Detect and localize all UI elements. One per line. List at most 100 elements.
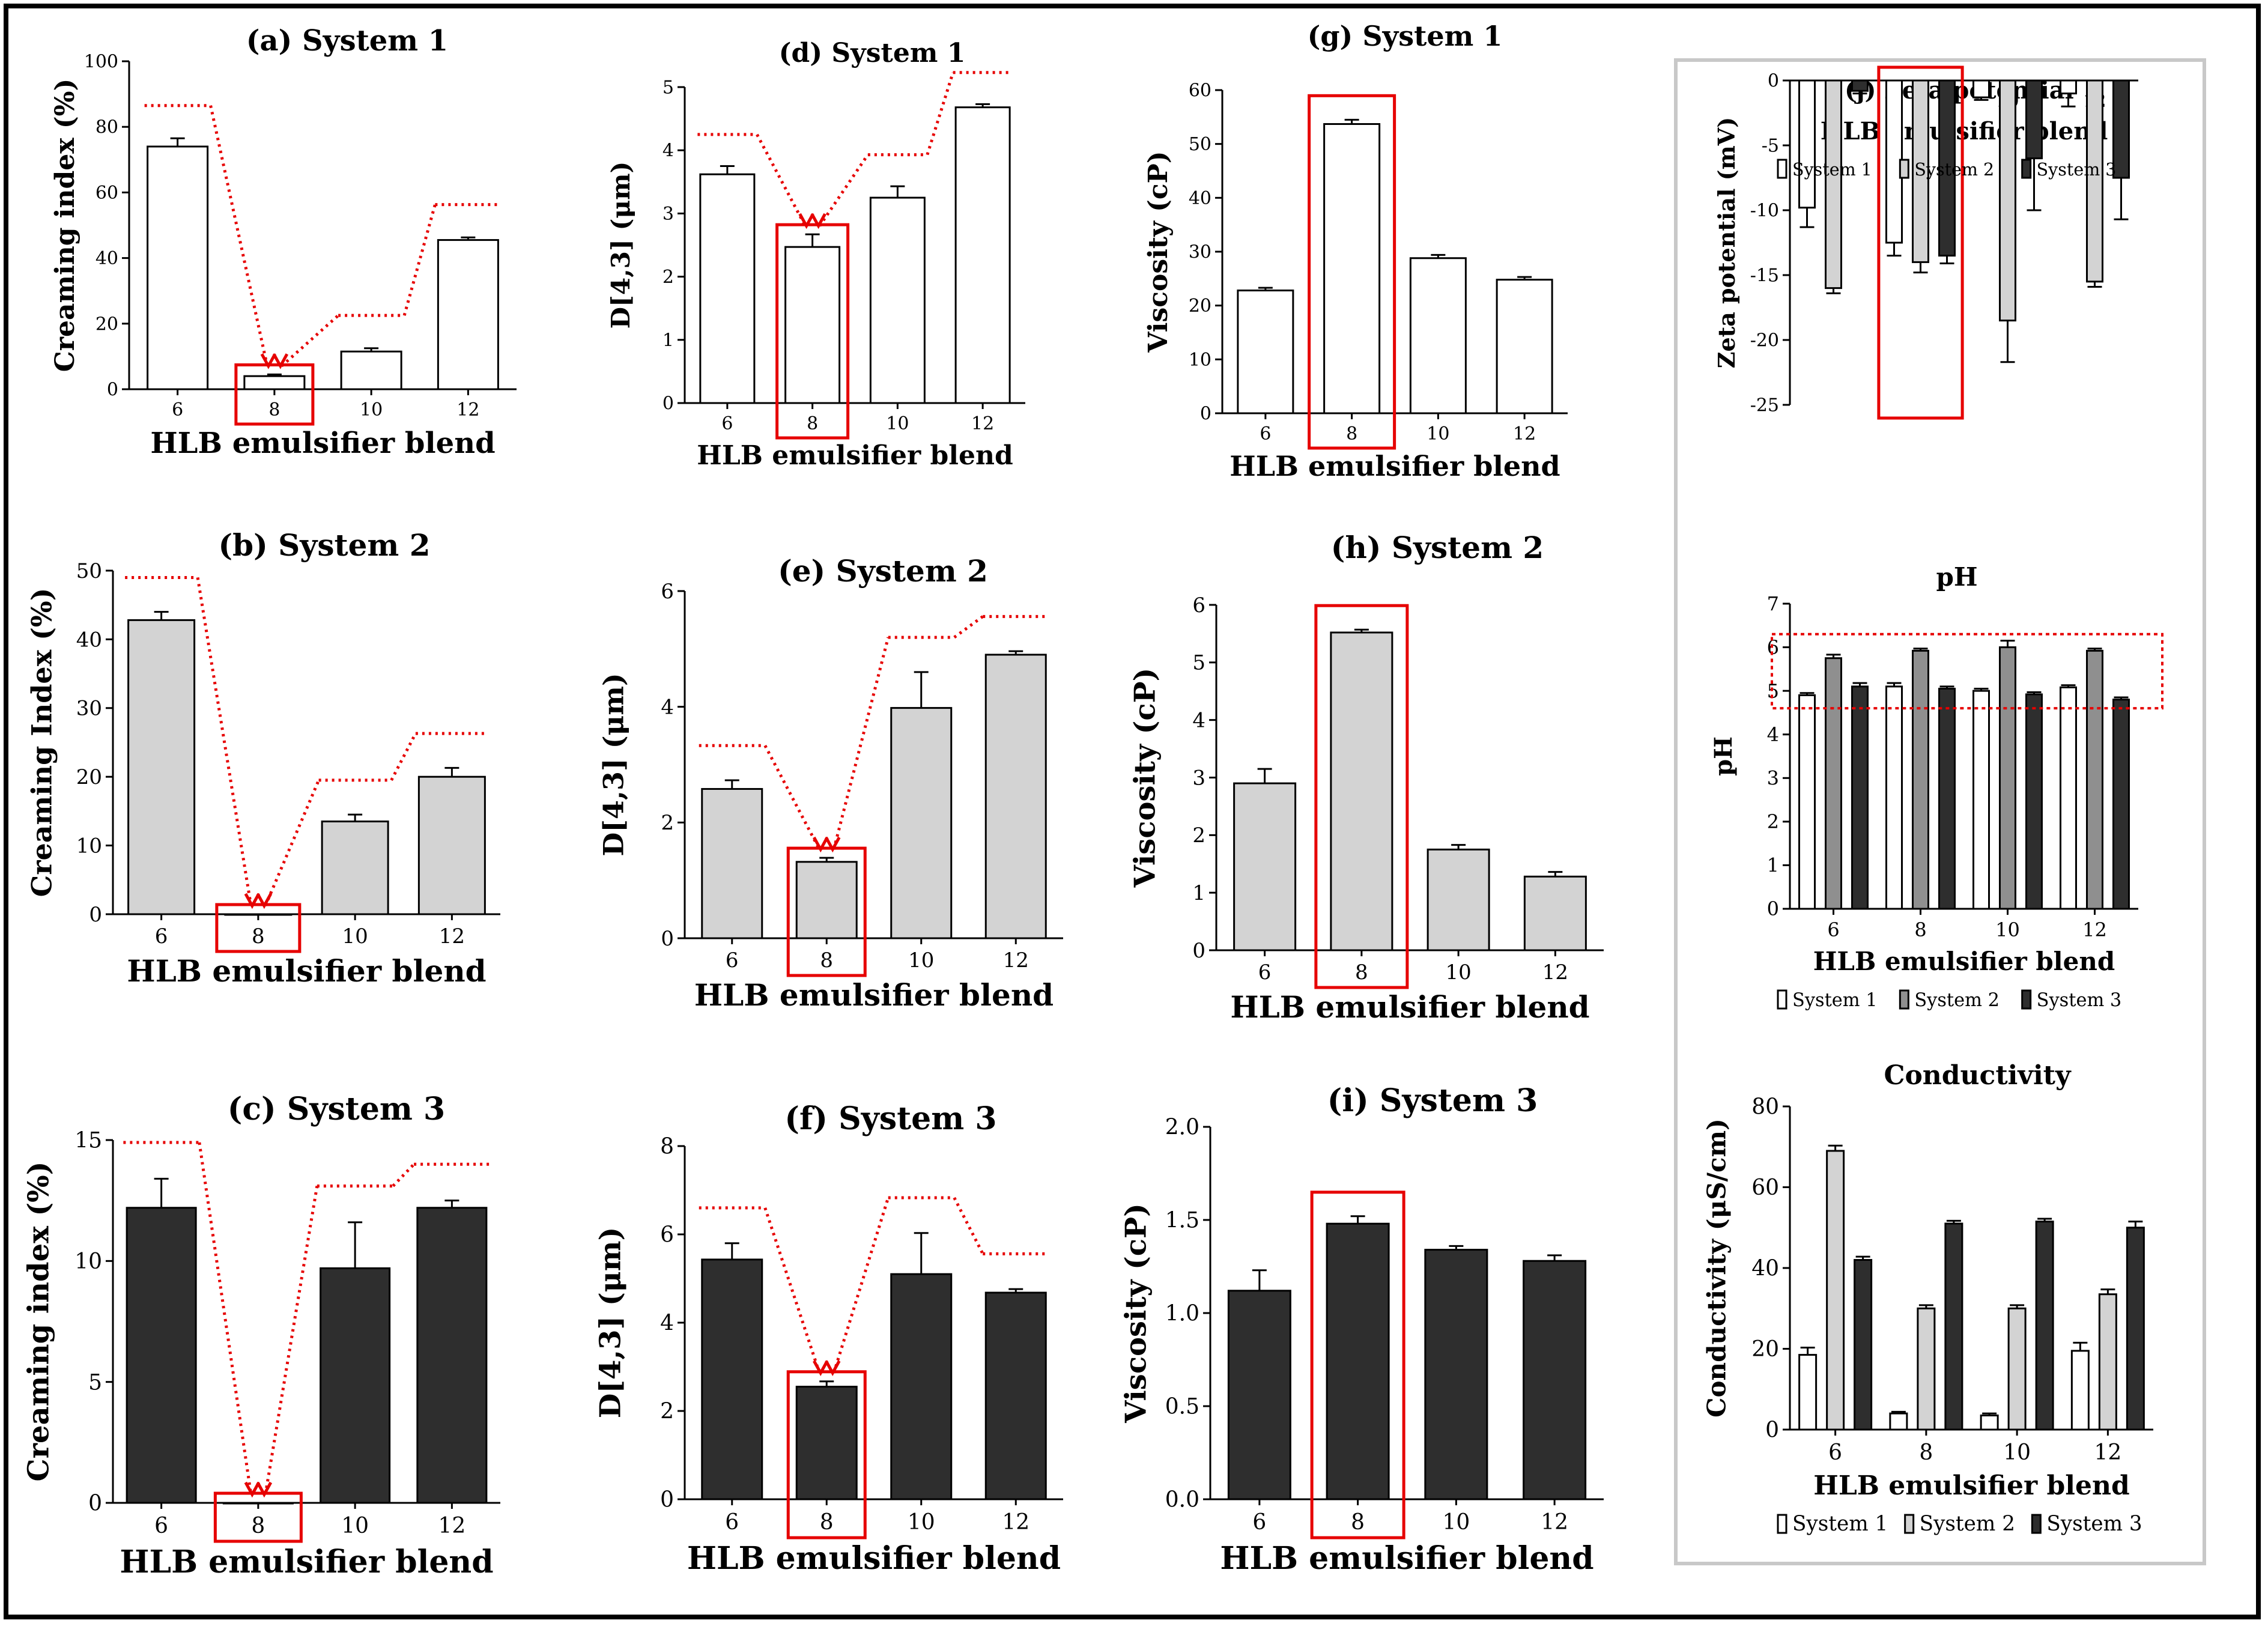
y-tick-label: 2: [663, 267, 674, 288]
trend-line: [953, 615, 984, 639]
trend-arrow: [763, 745, 821, 851]
bar-6-s1: [126, 1207, 197, 1504]
x-tick-label: 8: [251, 1514, 265, 1538]
legend-label: System 3: [2037, 160, 2117, 180]
bar-6-s3: [1854, 1259, 1873, 1431]
bar-10-s2: [1999, 646, 2016, 910]
y-tick-label: 15: [74, 1129, 102, 1153]
x-axis-label: HLB emulsifier blend: [687, 1540, 1061, 1577]
y-tick-label: 8: [660, 1135, 674, 1159]
trend-arrow: [280, 314, 339, 368]
bar-8-s1: [243, 375, 306, 390]
trend-arrowhead: [272, 353, 289, 369]
y-tick-label: -10: [1750, 201, 1779, 222]
x-tick-label: 8: [1914, 918, 1926, 941]
y-tick-label: 3: [1192, 766, 1205, 790]
trend-arrowhead: [244, 1481, 261, 1498]
bar-12-s1: [2060, 79, 2077, 95]
bar-8-s1: [1323, 123, 1381, 414]
chart-title: (c) System 3: [228, 1091, 445, 1127]
x-tick-label: 10: [1427, 423, 1449, 444]
highlight-box: [215, 903, 302, 953]
x-axis-label: HLB emulsifier blend: [127, 953, 486, 989]
chart-b: (b) System 2 0 10 20 30 40 50 6 8 10 12 HLB emulsif…: [26, 527, 500, 989]
highlight-box: [1308, 94, 1396, 450]
chart-title: (g) System 1: [1308, 20, 1503, 52]
x-tick-label: 8: [268, 399, 280, 420]
y-tick-label: 0: [1767, 897, 1779, 920]
x-tick-label: 8: [820, 948, 833, 972]
x-axis-label: HLB emulsifier blend: [697, 440, 1013, 471]
legend-label: System 2: [1920, 1512, 2015, 1536]
y-tick-label: 60: [1751, 1176, 1779, 1200]
bar-12-s1: [416, 1207, 488, 1504]
y-tick-label: 4: [1192, 709, 1205, 733]
x-tick-label: 6: [1827, 918, 1839, 941]
trend-arrowhead: [244, 893, 261, 909]
y-tick-label: 20: [1751, 1337, 1779, 1362]
highlight-box: [786, 846, 867, 977]
legend-swatch: [1904, 1514, 1915, 1534]
y-tick-label: 20: [76, 765, 102, 789]
x-tick-label: 12: [971, 413, 994, 434]
y-tick-label: 0: [107, 380, 118, 401]
y-tick-label: 10: [74, 1249, 102, 1274]
bar-10-s1: [1409, 257, 1467, 414]
y-tick-label: 0: [661, 927, 674, 951]
y-tick-label: -15: [1750, 265, 1779, 287]
y-tick-label: 1: [1767, 854, 1779, 877]
y-tick-label: 0: [1192, 939, 1205, 963]
bar-12-s2: [2098, 1293, 2117, 1431]
x-tick-label: 6: [1828, 1440, 1842, 1465]
x-tick-label: 12: [1002, 1510, 1029, 1535]
y-tick-label: 4: [661, 696, 674, 720]
y-tick-label: 20: [1189, 296, 1211, 317]
y-tick-label: 6: [661, 580, 674, 604]
x-tick-label: 8: [1346, 423, 1357, 444]
chart-title: (a) System 1: [246, 24, 448, 58]
bar-12-s2: [2086, 79, 2103, 283]
y-tick-label: 80: [1751, 1095, 1779, 1120]
legend-swatch: [1899, 159, 1909, 179]
y-tick-label: 60: [1189, 80, 1211, 102]
bar-6-s1: [1227, 1290, 1291, 1500]
y-tick-label: 0.5: [1165, 1395, 1199, 1419]
chart-title: (f) System 3: [784, 1100, 996, 1137]
trend-arrow: [196, 577, 253, 906]
y-tick-label: 5: [88, 1370, 102, 1395]
bar-10-s1: [869, 196, 926, 404]
x-axis-label: HLB emulsifier blend: [1230, 450, 1560, 482]
bar-10-s1: [1424, 1249, 1488, 1500]
bar-12-s1: [1523, 1260, 1587, 1500]
bar-6-s1: [147, 145, 209, 390]
trend-arrowhead: [810, 213, 826, 229]
legend-label: System 2: [1914, 160, 1994, 180]
x-tick-label: 10: [908, 1510, 935, 1535]
x-tick-label: 12: [439, 924, 465, 948]
trend-arrow: [264, 779, 320, 906]
x-tick-label: 12: [2082, 918, 2107, 941]
chart-title: (d) System 1: [779, 38, 966, 68]
trend-arrow: [198, 1142, 253, 1495]
bar-8-s1: [1326, 1222, 1390, 1500]
legend-swatch: [1899, 989, 1909, 1010]
y-tick-label: 40: [1751, 1257, 1779, 1281]
y-tick-label: 2.0: [1165, 1115, 1199, 1140]
trend-arrow: [209, 105, 269, 366]
chart-a: (a) System 1 0 20 40 60 80 100 6 8 10 12 HLB emulsi…: [50, 24, 517, 460]
y-tick-label: 1: [663, 330, 674, 351]
y-tick-label: 2: [1192, 824, 1205, 848]
chart-l: Conductivity 0 20 40 60 80 6 8 10 12 HLB emulsifie…: [1702, 1060, 2153, 1536]
x-tick-label: 8: [807, 413, 818, 434]
bar-12-s1: [954, 106, 1011, 404]
x-axis-label: HLB emulsifier blend: [1230, 989, 1589, 1025]
chart-j: (j) Zeta potential0-5-10-15-20-25681012H…: [1713, 65, 2138, 420]
y-tick-label: 0: [89, 903, 102, 927]
legend-swatch: [2021, 989, 2032, 1010]
x-axis-label: HLB emulsifier blend: [150, 426, 495, 460]
trend-line: [926, 72, 955, 156]
y-tick-label: 4: [1767, 723, 1779, 746]
